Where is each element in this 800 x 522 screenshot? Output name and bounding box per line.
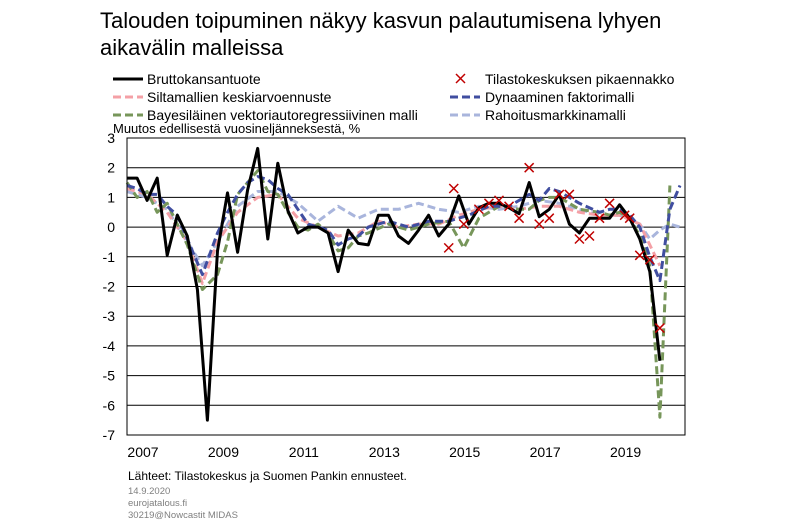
- flash-estimate-marker: [584, 230, 595, 242]
- legend: Bruttokansantuote Tilastokeskuksen pikae…: [113, 71, 675, 123]
- gridlines: [127, 137, 685, 436]
- flash-estimate-marker: [634, 250, 645, 261]
- flash-estimate-marker: [644, 254, 655, 265]
- chart-title-line-1: Talouden toipuminen näkyy kasvun palautu…: [100, 8, 661, 33]
- flash-estimate-marker: [619, 210, 630, 221]
- x-tick-labels: 2007 2009 2011 2013 2015 2017 2019: [127, 444, 641, 460]
- chart-title-line-2: aikavälin malleissa: [100, 35, 284, 60]
- flash-estimate-marker: [534, 219, 545, 230]
- flash-estimate-marker: [624, 213, 635, 224]
- y-axis-label: Muutos edellisestä vuosineljänneksestä, …: [113, 121, 361, 136]
- legend-item-faktorimalli: Dynaaminen faktorimalli: [450, 89, 634, 105]
- flash-estimate-marker: [574, 233, 585, 245]
- y-tick-label: -1: [103, 249, 116, 265]
- x-tick-label: 2015: [449, 444, 480, 460]
- y-tick-label: 2: [107, 160, 115, 176]
- y-tick-label: 0: [107, 219, 115, 235]
- flash-estimate-marker: [564, 189, 575, 200]
- flash-estimate-marker: [594, 213, 605, 224]
- legend-label-bkt: Bruttokansantuote: [147, 71, 261, 87]
- flash-estimate-marker: [654, 323, 665, 334]
- flash-estimate-marker: [443, 242, 454, 253]
- chart-code: 30219@Nowcastit MIDAS: [128, 510, 238, 521]
- series-line-2: [126, 187, 662, 285]
- flash-estimate-marker: [604, 198, 615, 209]
- legend-label-bvar: Bayesiläinen vektoriautoregressiivinen m…: [147, 107, 418, 123]
- flash-estimate-marker: [524, 162, 535, 173]
- legend-item-rahoitus: Rahoitusmarkkinamalli: [450, 107, 626, 123]
- plot-area-border: [126, 137, 686, 436]
- flash-estimate-marker: [458, 219, 469, 230]
- legend-item-siltamallit: Siltamallien keskiarvoennuste: [113, 89, 332, 105]
- legend-label-pika: Tilastokeskuksen pikaennakko: [485, 71, 675, 87]
- flash-estimate-marker: [514, 213, 525, 224]
- y-tick-label: -7: [103, 427, 116, 443]
- x-tick-label: 2019: [610, 444, 641, 460]
- y-tick-label: -2: [103, 279, 116, 295]
- legend-item-pikaennakko: Tilastokeskuksen pikaennakko: [455, 71, 675, 87]
- y-tick-label: 1: [107, 189, 115, 205]
- flash-estimate-marker: [554, 189, 565, 200]
- series-lines: [125, 146, 682, 422]
- legend-label-rahoitus: Rahoitusmarkkinamalli: [485, 107, 626, 123]
- flash-estimate-markers: [443, 162, 665, 334]
- flash-estimate-marker: [483, 198, 494, 209]
- y-tick-labels: 3 2 1 0 -1 -2 -3 -4 -5 -6 -7: [103, 130, 116, 443]
- x-tick-label: 2009: [208, 444, 239, 460]
- x-tick-label: 2011: [289, 444, 319, 460]
- series-line-3: [126, 175, 682, 283]
- publication-date: 14.9.2020: [128, 486, 170, 497]
- flash-estimate-marker: [544, 213, 555, 224]
- y-tick-label: -6: [103, 397, 116, 413]
- y-tick-label: -3: [103, 308, 116, 324]
- y-tick-label: 3: [107, 130, 115, 146]
- x-tick-label: 2017: [530, 444, 561, 460]
- flash-estimate-marker: [448, 183, 459, 194]
- flash-estimate-marker: [473, 204, 484, 215]
- site-name: eurojatalous.fi: [128, 498, 187, 509]
- x-tick-label: 2013: [369, 444, 400, 460]
- source-note: Lähteet: Tilastokeskus ja Suomen Pankin …: [128, 469, 407, 483]
- y-tick-label: -5: [103, 368, 116, 384]
- series-line-0: [127, 146, 662, 422]
- legend-swatch-pika: [455, 73, 466, 84]
- legend-item-bruttokansantuote: Bruttokansantuote: [113, 71, 261, 87]
- legend-label-silta: Siltamallien keskiarvoennuste: [147, 89, 332, 105]
- legend-item-bvar: Bayesiläinen vektoriautoregressiivinen m…: [113, 107, 418, 123]
- flash-estimate-marker: [493, 195, 505, 206]
- flash-estimate-marker: [504, 201, 515, 212]
- y-tick-label: -4: [103, 338, 116, 354]
- legend-label-faktori: Dynaaminen faktorimalli: [485, 89, 634, 105]
- x-tick-label: 2007: [127, 444, 158, 460]
